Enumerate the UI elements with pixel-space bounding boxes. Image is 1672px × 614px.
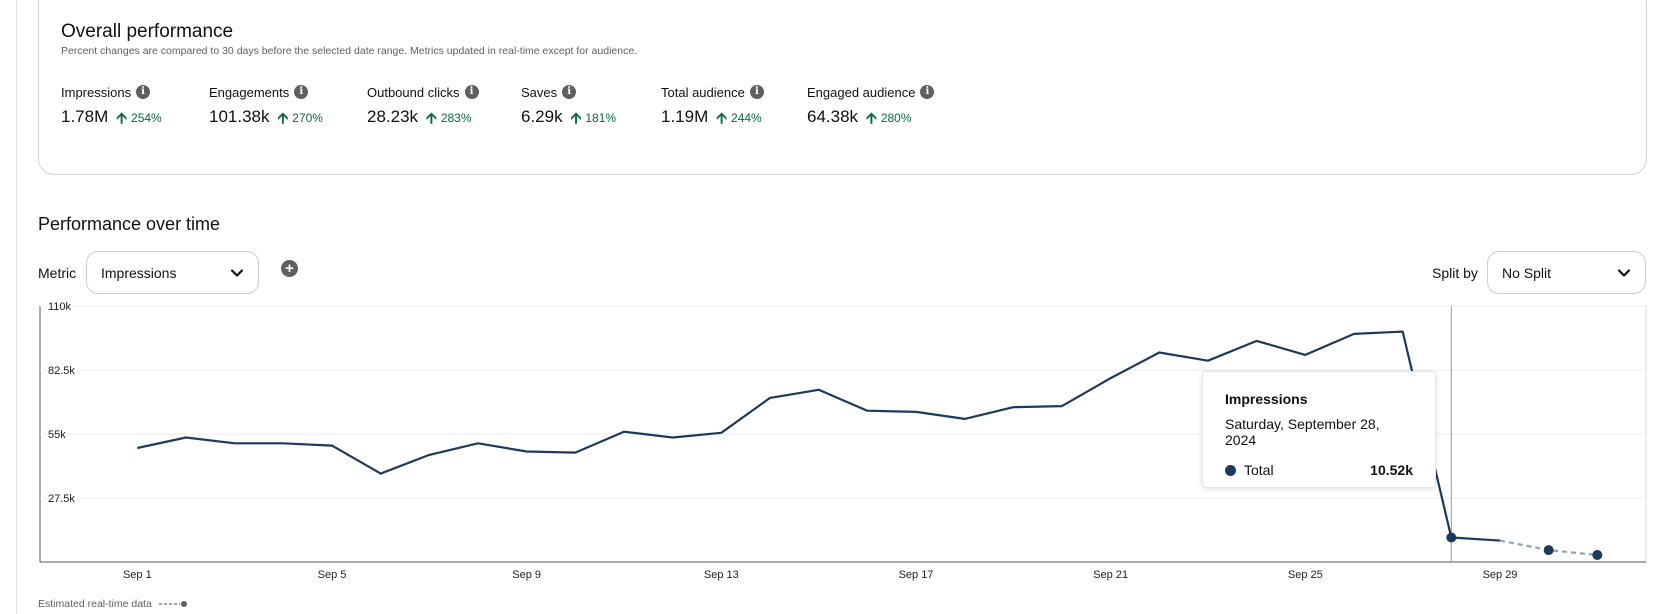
metric-label: Outbound clicks: [367, 84, 460, 100]
metric-change: 🡩 270%: [277, 110, 323, 127]
metric-change-value: 254%: [131, 110, 162, 125]
overall-performance-subtitle: Percent changes are compared to 30 days …: [61, 45, 638, 57]
chevron-down-icon: [1617, 268, 1631, 277]
arrow-up-icon: 🡩: [277, 110, 289, 127]
metric-total-audience: Total audience i 1.19M 🡩 244%: [661, 84, 764, 127]
metric-value: 1.19M: [661, 107, 709, 126]
split-by-dropdown-value: No Split: [1502, 264, 1552, 281]
info-icon[interactable]: i: [749, 85, 764, 99]
y-tick-label: 27.5k: [48, 493, 75, 505]
x-tick-label: Sep 25: [1288, 569, 1323, 581]
metric-change-value: 244%: [731, 110, 762, 125]
info-icon[interactable]: i: [920, 85, 935, 99]
metric-change: 🡩 244%: [716, 110, 762, 127]
arrow-up-icon: 🡩: [116, 110, 128, 127]
arrow-up-icon: 🡩: [570, 110, 582, 127]
metric-value: 6.29k: [521, 107, 563, 126]
x-tick-label: Sep 9: [512, 569, 541, 581]
overall-performance-title: Overall performance: [61, 21, 234, 42]
info-icon[interactable]: i: [294, 85, 309, 99]
metric-change: 🡩 283%: [426, 110, 472, 127]
metric-label: Engagements: [209, 84, 290, 100]
performance-over-time-title: Performance over time: [38, 214, 221, 234]
metric-outbound-clicks: Outbound clicks i 28.23k 🡩 283%: [367, 84, 479, 127]
metric-label: Saves: [521, 84, 558, 100]
data-point-marker: [1592, 550, 1603, 561]
metric-dropdown[interactable]: Impressions: [86, 251, 259, 294]
add-icon: +: [285, 260, 294, 277]
info-icon[interactable]: i: [464, 85, 479, 99]
metric-label: Impressions: [61, 84, 132, 100]
info-icon[interactable]: i: [136, 85, 151, 99]
chevron-down-icon: [230, 268, 244, 277]
add-metric-button[interactable]: +: [281, 260, 298, 277]
data-point-marker: [1543, 545, 1554, 556]
x-tick-label: Sep 1: [123, 569, 152, 581]
tooltip-title: Impressions: [1225, 391, 1308, 407]
chart-tooltip: Impressions Saturday, September 28, 2024…: [1202, 371, 1436, 488]
arrow-up-icon: 🡩: [866, 110, 877, 127]
metric-value: 101.38k: [209, 107, 270, 126]
metric-saves: Saves i 6.29k 🡩 181%: [521, 84, 616, 127]
metric-label: Engaged audience: [807, 84, 916, 100]
metric-change-value: 270%: [292, 110, 323, 125]
metric-engagements: Engagements i 101.38k 🡩 270%: [209, 84, 323, 127]
metric-value: 64.38k: [807, 107, 859, 126]
metric-change: 🡩 254%: [116, 110, 162, 127]
metric-impressions: Impressions i 1.78M 🡩 254%: [61, 84, 162, 127]
series-line-total: [137, 330, 1453, 538]
y-tick-label: 55k: [48, 429, 66, 441]
arrow-up-icon: 🡩: [426, 110, 437, 127]
metric-change-value: 181%: [585, 110, 617, 125]
series-dot-icon: [1225, 464, 1236, 476]
tooltip-series-row: Total 10.52k: [1225, 462, 1413, 478]
x-tick-label: Sep 17: [899, 569, 934, 581]
series-line-segment: [1451, 536, 1501, 542]
metric-change-value: 283%: [440, 110, 472, 125]
left-divider: [16, 0, 17, 614]
x-tick-label: Sep 5: [318, 569, 347, 581]
tooltip-series-name: Total: [1244, 462, 1274, 478]
metric-value: 1.78M: [61, 107, 109, 126]
metric-change-value: 280%: [880, 110, 912, 125]
metric-value: 28.23k: [367, 107, 419, 126]
x-tick-label: Sep 21: [1093, 569, 1128, 581]
y-tick-label: 82.5k: [48, 365, 75, 377]
metric-change: 🡩 280%: [866, 110, 912, 127]
arrow-up-icon: 🡩: [716, 110, 728, 127]
estimated-data-legend: Estimated real-time data: [38, 598, 188, 610]
y-tick-label: 110k: [48, 301, 72, 313]
metric-change: 🡩 181%: [570, 110, 617, 127]
tooltip-date: Saturday, September 28, 2024: [1225, 416, 1380, 448]
data-point-marker: [1446, 532, 1457, 543]
metric-dropdown-value: Impressions: [101, 264, 177, 281]
split-by-dropdown[interactable]: No Split: [1487, 251, 1646, 294]
info-icon[interactable]: i: [562, 85, 577, 99]
dashed-line-legend-icon: [158, 601, 187, 607]
tooltip-value: 10.52k: [1370, 462, 1413, 478]
metric-label: Total audience: [661, 84, 745, 100]
x-tick-label: Sep 13: [704, 569, 739, 581]
metric-selector-label: Metric: [38, 265, 77, 281]
x-tick-label: Sep 29: [1483, 569, 1518, 581]
split-by-label: Split by: [1432, 265, 1478, 281]
metric-engaged-audience: Engaged audience i 64.38k 🡩 280%: [807, 84, 935, 127]
legend-label: Estimated real-time data: [38, 598, 152, 610]
tooltip-series: Total: [1225, 462, 1274, 478]
